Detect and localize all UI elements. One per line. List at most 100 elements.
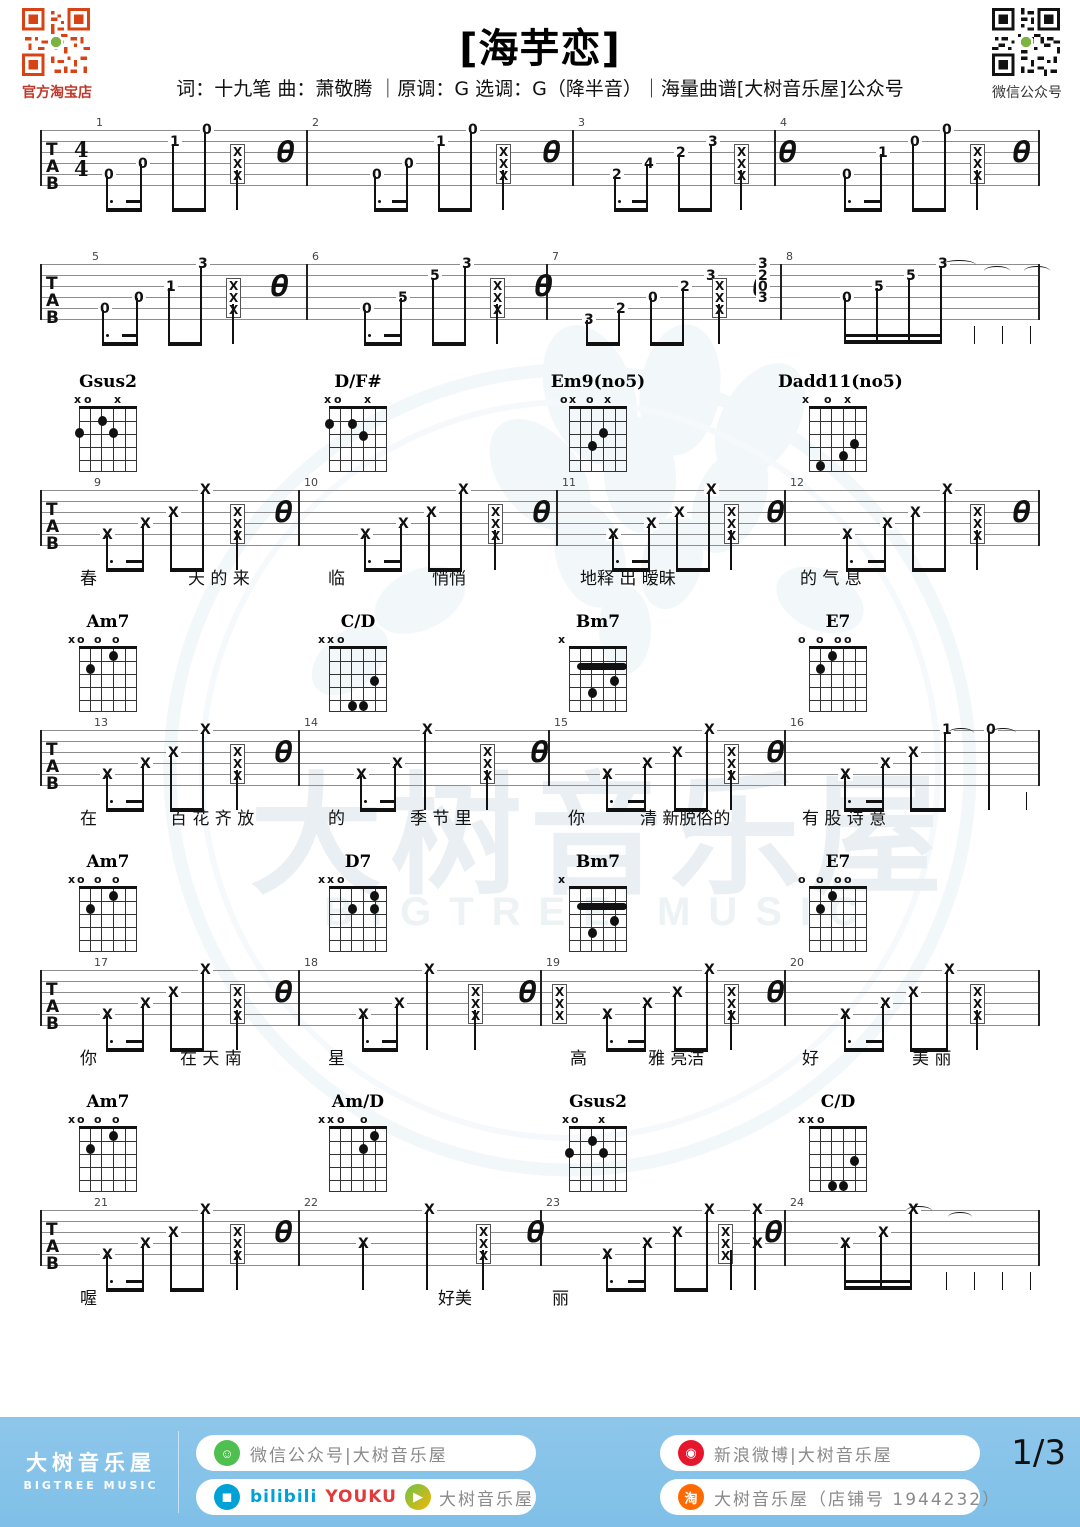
measure-number: 5 — [92, 250, 99, 263]
taobao-badge-label: 大树音乐屋（店铺号 1944232） — [714, 1489, 1002, 1510]
tab-system-6: TAB X X X X XXX 𝜽 X X XXX 𝜽 X X X X X X … — [40, 1192, 1040, 1292]
chord-name: Am7 — [86, 852, 130, 872]
quarter-rest: 𝜽 — [534, 269, 552, 304]
fretboard-grid — [79, 646, 137, 712]
youku-label: YOUKU — [325, 1487, 397, 1507]
fretboard-grid — [569, 886, 627, 952]
footer-divider — [178, 1431, 179, 1513]
lyric-word: 高 — [570, 1049, 587, 1069]
quarter-rest: 𝜽 — [764, 1215, 782, 1250]
video-badge-label: 大树音乐屋 — [438, 1489, 534, 1510]
chord-name: Dadd11(no5) — [778, 372, 903, 392]
chord-name: Gsus2 — [79, 372, 137, 392]
lyric-word: 在 — [80, 809, 97, 829]
quarter-rest: 𝜽 — [530, 735, 548, 770]
taobao-icon: 淘 — [678, 1484, 704, 1510]
chord-name: Am/D — [331, 1092, 385, 1112]
measure-number: 16 — [790, 716, 804, 729]
lyric-line-4: 喔 好美 丽 — [40, 1284, 1040, 1318]
measure-number: 11 — [562, 476, 576, 489]
quarter-rest: 𝜽 — [1012, 135, 1030, 170]
brand-logo: 大树音乐屋 BIGTREE MUSIC — [16, 1447, 166, 1492]
measure-number: 24 — [790, 1196, 804, 1209]
fretboard-grid — [809, 1126, 867, 1192]
measure-number: 12 — [790, 476, 804, 489]
quarter-rest: 𝜽 — [542, 135, 560, 170]
page-footer: 大树音乐屋 BIGTREE MUSIC ☺ 微信公众号|大树音乐屋 ◼ bili… — [0, 1417, 1080, 1527]
measure-number: 8 — [786, 250, 793, 263]
video-platform-badge[interactable]: ◼ bilibili YOUKU ▶ 大树音乐屋 — [196, 1479, 536, 1515]
wechat-qr-caption: 微信公众号 — [992, 85, 1062, 101]
fretboard-grid — [569, 646, 627, 712]
lyric-word: 丽 — [552, 1289, 569, 1309]
wechat-qr-block[interactable]: 微信公众号 — [984, 8, 1070, 102]
fretboard-grid — [79, 886, 137, 952]
qr-code-icon — [992, 8, 1060, 76]
quarter-rest: 𝜽 — [270, 269, 288, 304]
tab-staff: TAB X X X X XXX 𝜽 X X XXX 𝜽 X X X X X X … — [40, 1203, 1040, 1292]
fretboard-grid — [329, 886, 387, 952]
taobao-qr-caption: 官方淘宝店 — [22, 85, 92, 101]
chord-name: D/F# — [334, 372, 382, 392]
fretboard-grid — [329, 646, 387, 712]
fretboard-grid — [329, 1126, 387, 1192]
chord-name: Gsus2 — [569, 1092, 627, 1112]
fretboard-grid — [565, 1126, 627, 1192]
taobao-qr-block[interactable]: 官方淘宝店 — [14, 8, 100, 102]
weibo-badge[interactable]: ◉ 新浪微博|大树音乐屋 — [660, 1435, 980, 1471]
lyric-word: 地释 出 暧昧 — [580, 569, 676, 589]
lyric-word: 的 气 息 — [800, 569, 862, 589]
bilibili-icon: ◼ — [214, 1484, 240, 1510]
play-icon: ▶ — [404, 1484, 431, 1510]
wechat-badge[interactable]: ☺ 微信公众号|大树音乐屋 — [196, 1435, 536, 1471]
measure-number: 23 — [546, 1196, 560, 1209]
open-mute-markers: x — [558, 873, 566, 886]
lyric-word: 好美 — [438, 1289, 472, 1309]
quarter-rest: 𝜽 — [274, 735, 292, 770]
chord-name: Bm7 — [575, 612, 621, 632]
brand-logo-cn: 大树音乐屋 — [26, 1451, 156, 1475]
lyric-word: 雅 亮洁 — [648, 1049, 705, 1069]
measure-number: 4 — [780, 116, 787, 129]
quarter-rest: 𝜽 — [274, 975, 292, 1010]
fretboard-grid — [325, 406, 387, 472]
lyric-word: 悄悄 — [432, 569, 466, 589]
lyric-word: 天 的 来 — [188, 569, 250, 589]
lyric-word: 星 — [328, 1049, 345, 1069]
taobao-badge[interactable]: 淘 大树音乐屋（店铺号 1944232） — [660, 1479, 999, 1515]
quarter-rest: 𝜽 — [274, 1215, 292, 1250]
open-mute-markers: x — [558, 633, 566, 646]
quarter-rest: 𝜽 — [766, 495, 784, 530]
lyric-word: 在 天 南 — [180, 1049, 242, 1069]
